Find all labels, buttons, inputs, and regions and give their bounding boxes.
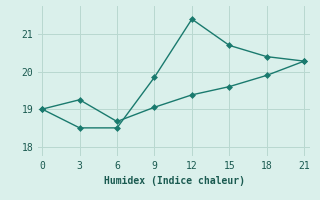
X-axis label: Humidex (Indice chaleur): Humidex (Indice chaleur) bbox=[104, 176, 245, 186]
